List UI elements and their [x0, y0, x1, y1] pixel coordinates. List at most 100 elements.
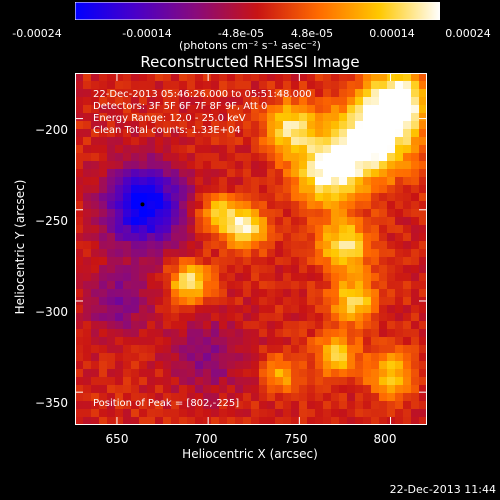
- heatmap-cell: [91, 273, 100, 282]
- heatmap-cell: [227, 209, 236, 218]
- heatmap-cell: [147, 241, 156, 250]
- heatmap-cell: [83, 193, 92, 202]
- heatmap-cell: [347, 137, 356, 146]
- heatmap-cell: [187, 313, 196, 322]
- heatmap-cell: [211, 177, 220, 186]
- heatmap-cell: [347, 161, 356, 170]
- heatmap-cell: [419, 97, 427, 106]
- heatmap-cell: [83, 145, 92, 154]
- colorbar: [75, 2, 440, 20]
- heatmap-cell: [419, 305, 427, 314]
- heatmap-cell: [211, 129, 220, 138]
- heatmap-cell: [299, 353, 308, 362]
- heatmap-cell: [195, 113, 204, 122]
- heatmap-cell: [387, 129, 396, 138]
- heatmap-cell: [75, 217, 84, 226]
- heatmap-cell: [275, 241, 284, 250]
- heatmap-cell: [131, 249, 140, 258]
- heatmap-cell: [387, 281, 396, 290]
- heatmap-cell: [187, 89, 196, 98]
- heatmap-cell: [123, 321, 132, 330]
- heatmap-cell: [275, 233, 284, 242]
- heatmap-cell: [83, 289, 92, 298]
- heatmap-cell: [363, 137, 372, 146]
- heatmap-cell: [83, 417, 92, 425]
- heatmap-cell: [163, 385, 172, 394]
- heatmap-cell: [171, 185, 180, 194]
- heatmap-cell: [107, 73, 116, 82]
- x-tick-label: 700: [194, 432, 218, 446]
- heatmap-cell: [155, 305, 164, 314]
- heatmap-cell: [347, 145, 356, 154]
- heatmap-cell: [91, 129, 100, 138]
- heatmap-cell: [323, 393, 332, 402]
- heatmap-cell: [251, 209, 260, 218]
- heatmap-cell: [235, 401, 244, 410]
- heatmap-cell: [291, 353, 300, 362]
- heatmap-cell: [283, 353, 292, 362]
- heatmap-cell: [283, 161, 292, 170]
- heatmap-cell: [379, 233, 388, 242]
- heatmap-cell: [243, 177, 252, 186]
- heatmap-cell: [243, 73, 252, 82]
- heatmap-cell: [251, 393, 260, 402]
- heatmap-cell: [339, 377, 348, 386]
- heatmap-cell: [363, 409, 372, 418]
- heatmap-cell: [155, 225, 164, 234]
- heatmap-cell: [107, 241, 116, 250]
- heatmap-cell: [203, 257, 212, 266]
- heatmap-cell: [139, 313, 148, 322]
- heatmap-cell: [195, 121, 204, 130]
- heatmap-cell: [75, 361, 84, 370]
- heatmap-cell: [363, 289, 372, 298]
- heatmap-cell: [339, 89, 348, 98]
- heatmap-cell: [227, 153, 236, 162]
- heatmap-cell: [323, 241, 332, 250]
- heatmap-cell: [379, 257, 388, 266]
- heatmap-cell: [323, 353, 332, 362]
- heatmap-cell: [131, 313, 140, 322]
- heatmap-cell: [147, 89, 156, 98]
- heatmap-cell: [243, 129, 252, 138]
- heatmap-cell: [227, 353, 236, 362]
- heatmap-cell: [379, 145, 388, 154]
- heatmap-cell: [155, 209, 164, 218]
- heatmap-cell: [227, 369, 236, 378]
- heatmap-cell: [299, 153, 308, 162]
- heatmap-cell: [363, 345, 372, 354]
- heatmap-cell: [171, 305, 180, 314]
- heatmap-cell: [379, 121, 388, 130]
- heatmap-cell: [331, 417, 340, 425]
- heatmap-cell: [275, 377, 284, 386]
- heatmap-cell: [203, 289, 212, 298]
- heatmap-cell: [235, 289, 244, 298]
- heatmap-cell: [403, 153, 412, 162]
- heatmap-cell: [155, 265, 164, 274]
- heatmap-cell: [211, 73, 220, 82]
- heatmap-cell: [379, 401, 388, 410]
- heatmap-cell: [235, 393, 244, 402]
- heatmap-cell: [323, 361, 332, 370]
- heatmap-cell: [243, 329, 252, 338]
- heatmap-cell: [347, 305, 356, 314]
- heatmap-cell: [419, 177, 427, 186]
- heatmap-cell: [355, 153, 364, 162]
- heatmap-cell: [219, 369, 228, 378]
- heatmap-cell: [219, 305, 228, 314]
- heatmap-cell: [315, 289, 324, 298]
- heatmap-cell: [267, 185, 276, 194]
- heatmap-cell: [323, 113, 332, 122]
- heatmap-cell: [347, 257, 356, 266]
- heatmap-cell: [243, 401, 252, 410]
- heatmap-cell: [251, 177, 260, 186]
- heatmap-cell: [107, 193, 116, 202]
- heatmap-cell: [403, 225, 412, 234]
- heatmap-cell: [331, 313, 340, 322]
- heatmap-cell: [315, 417, 324, 425]
- colorbar-units: (photons cm⁻² s⁻¹ asec⁻²): [179, 39, 321, 52]
- heatmap-cell: [163, 417, 172, 425]
- heatmap-cell: [147, 225, 156, 234]
- heatmap-cell: [107, 281, 116, 290]
- heatmap-cell: [75, 113, 84, 122]
- heatmap-cell: [299, 105, 308, 114]
